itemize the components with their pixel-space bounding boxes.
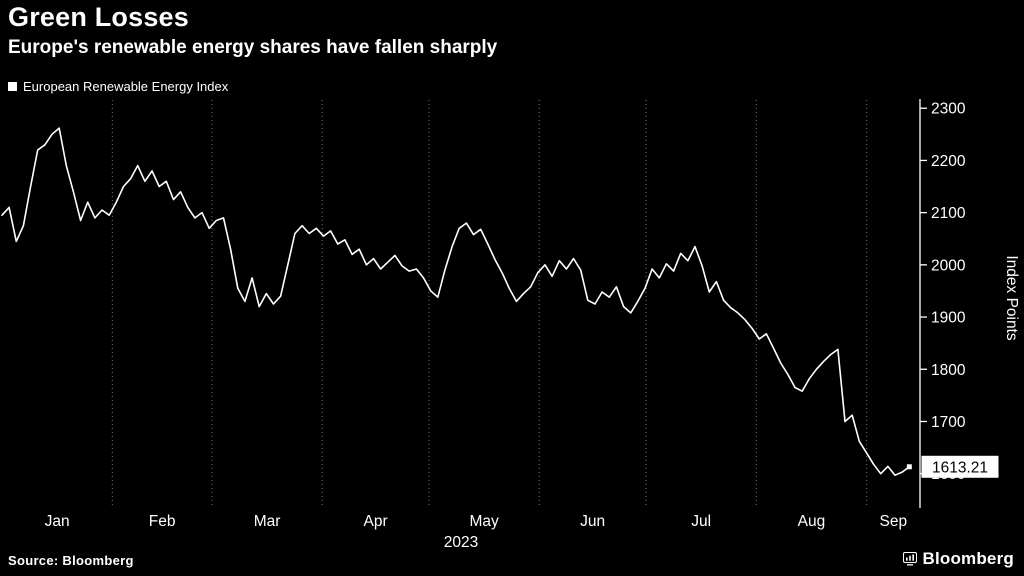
x-tick-label: May	[469, 513, 499, 530]
bloomberg-logo-icon	[903, 552, 918, 566]
y-axis-title: Index Points	[1003, 255, 1020, 341]
legend-swatch-icon	[8, 82, 17, 91]
x-tick-label: Aug	[798, 513, 826, 530]
y-tick-label: 2300	[931, 101, 966, 118]
chart-subtitle: Europe's renewable energy shares have fa…	[8, 37, 498, 58]
source-note: Source: Bloomberg	[8, 553, 134, 568]
y-tick-label: 1900	[931, 310, 966, 327]
x-tick-label: Mar	[254, 513, 281, 530]
legend: European Renewable Energy Index	[8, 79, 228, 94]
y-tick-label: 1800	[931, 362, 966, 379]
series-line	[1, 127, 911, 477]
x-tick-label: Apr	[364, 513, 388, 530]
y-tick-label: 2200	[931, 153, 966, 170]
x-tick-label: Jul	[691, 513, 711, 530]
y-tick-label: 2100	[931, 205, 966, 222]
x-tick-label: Jan	[45, 513, 70, 530]
bloomberg-logo: Bloomberg	[903, 549, 1014, 569]
legend-label: European Renewable Energy Index	[23, 79, 229, 94]
x-tick-label: Jun	[580, 513, 605, 530]
x-tick-label: Feb	[149, 513, 176, 530]
y-tick-label: 2000	[931, 257, 966, 274]
x-axis-year-label: 2023	[444, 534, 478, 551]
x-tick-label: Sep	[880, 513, 908, 530]
series-end-marker	[906, 464, 912, 470]
last-value-label-box	[921, 455, 999, 478]
y-tick-label: 1700	[931, 414, 966, 431]
bloomberg-logo-text: Bloomberg	[922, 549, 1014, 568]
chart-title: Green Losses	[8, 2, 189, 32]
last-value-label: 1613.21	[932, 459, 988, 476]
